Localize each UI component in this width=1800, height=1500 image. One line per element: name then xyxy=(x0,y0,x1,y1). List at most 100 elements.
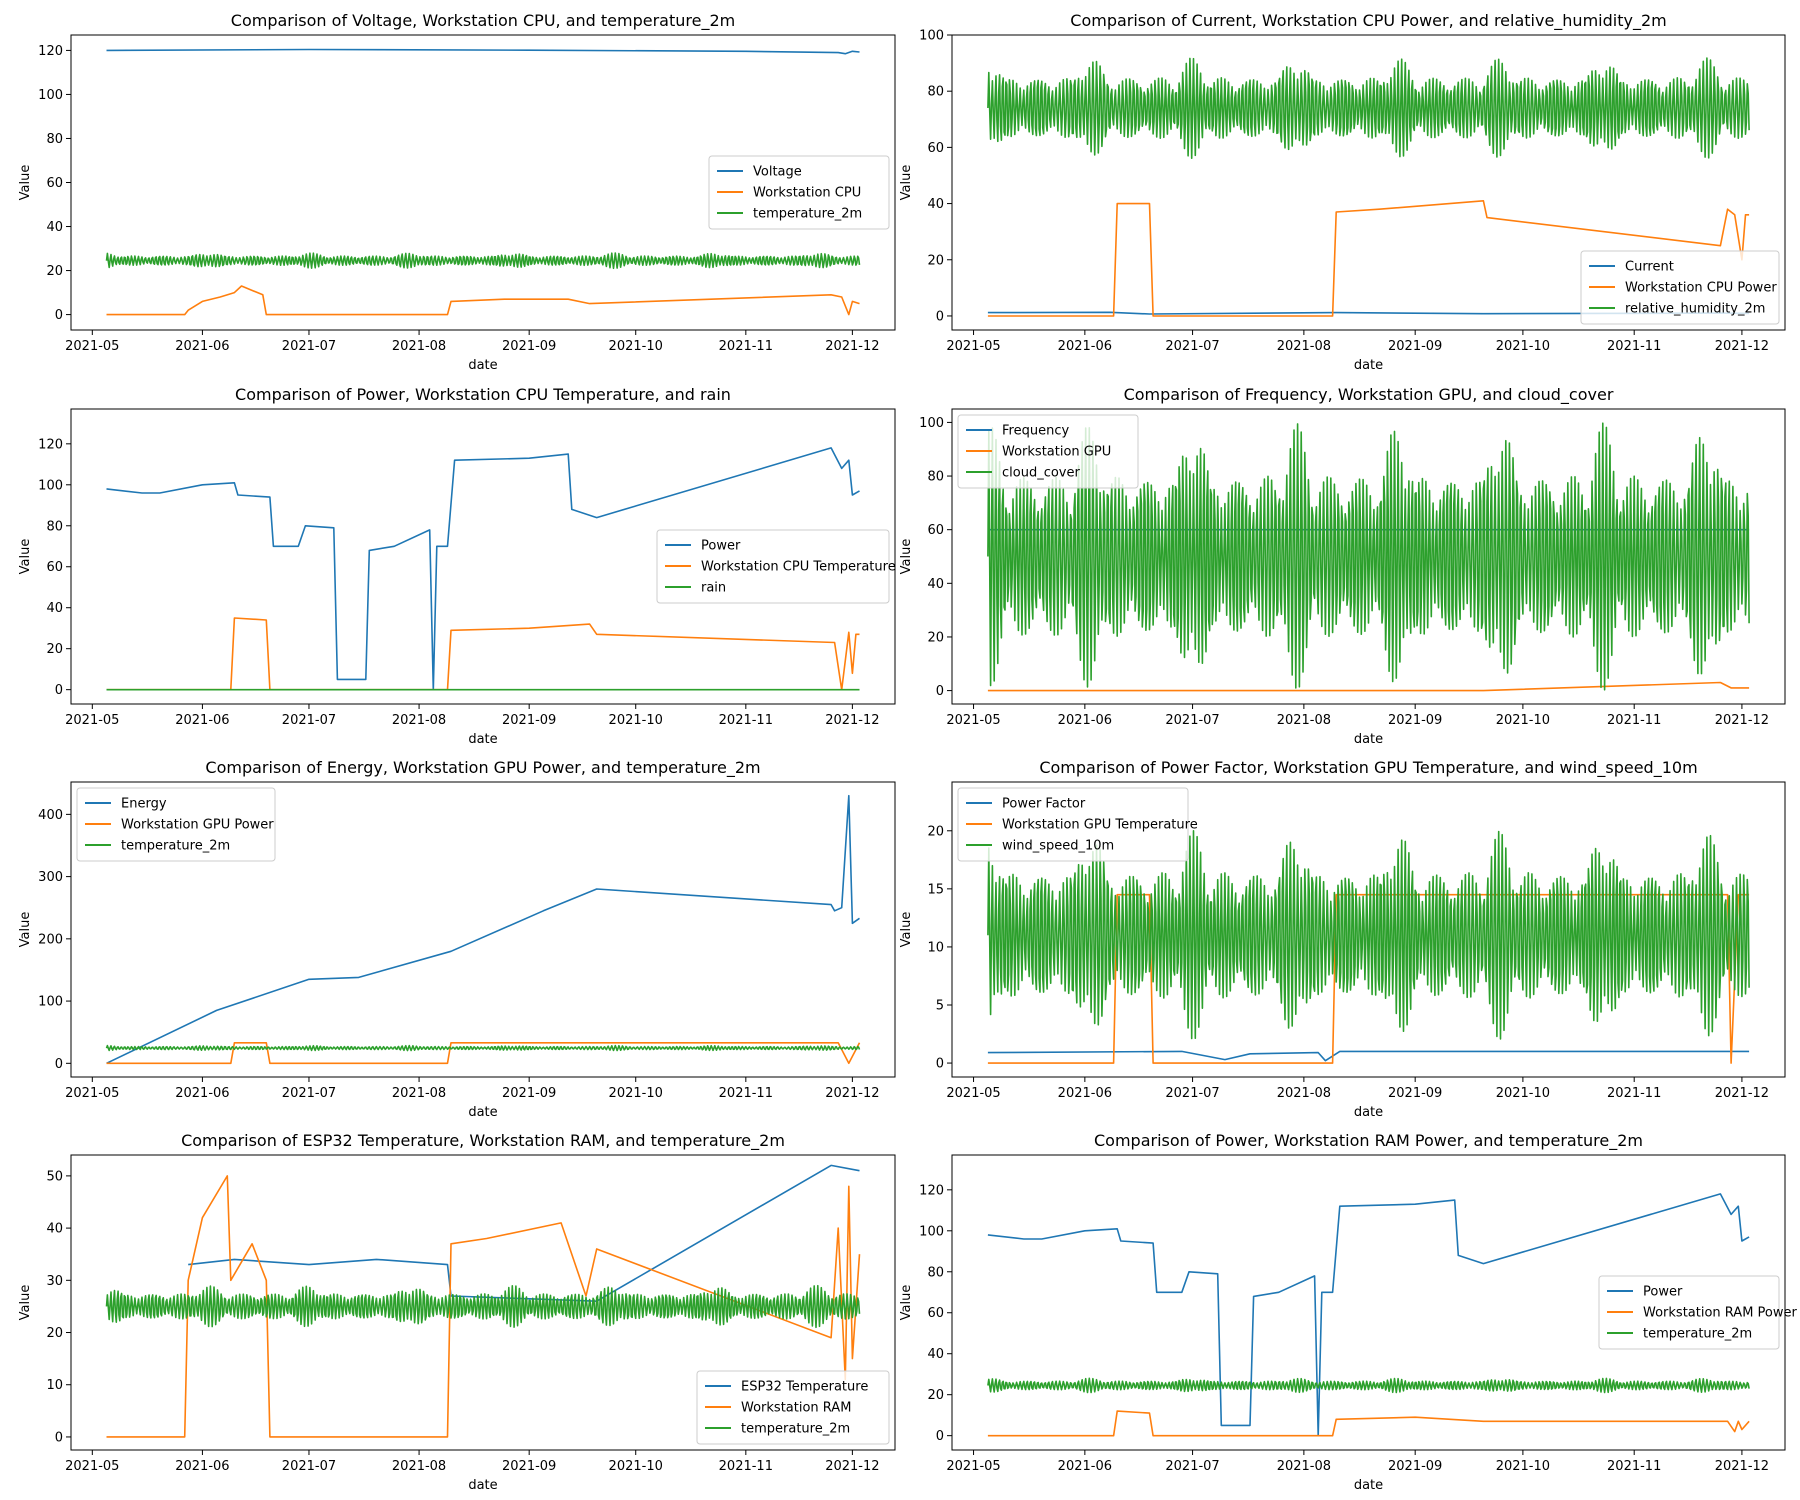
x-tick-label: 2021-12 xyxy=(1715,339,1769,354)
y-tick-label: 80 xyxy=(46,132,63,147)
y-tick-label: 10 xyxy=(927,940,944,955)
x-axis-label: date xyxy=(468,1478,497,1493)
x-tick-label: 2021-07 xyxy=(1165,1086,1219,1101)
legend-label: Power Factor xyxy=(1002,797,1086,812)
x-axis-label: date xyxy=(468,1105,497,1120)
series-line-workstation-cpu xyxy=(106,285,860,316)
y-tick-label: 200 xyxy=(38,932,63,947)
series-line-workstation-ram xyxy=(106,1175,861,1438)
x-tick-label: 2021-07 xyxy=(282,713,336,728)
x-tick-label: 2021-08 xyxy=(1277,1086,1331,1101)
legend-label: ESP32 Temperature xyxy=(741,1380,868,1395)
y-axis-label: Value xyxy=(899,539,914,575)
x-tick-label: 2021-08 xyxy=(392,713,446,728)
x-tick-label: 2021-06 xyxy=(1058,339,1112,354)
x-tick-label: 2021-06 xyxy=(1058,1086,1112,1101)
x-tick-label: 2021-07 xyxy=(1165,713,1219,728)
y-tick-label: 0 xyxy=(55,1430,63,1445)
x-tick-label: 2021-06 xyxy=(175,1459,229,1474)
x-tick-label: 2021-11 xyxy=(1607,1459,1661,1474)
plot-area xyxy=(987,830,1750,1064)
y-tick-label: 100 xyxy=(919,1224,944,1239)
x-tick-label: 2021-10 xyxy=(609,1459,663,1474)
subplot-4: Comparison of Frequency, Workstation GPU… xyxy=(899,385,1786,747)
axes-frame xyxy=(951,408,1786,705)
legend-frame xyxy=(957,787,1189,862)
legend-label: temperature_2m xyxy=(121,839,230,854)
y-axis-label: Value xyxy=(18,165,33,201)
subplot-title: Comparison of Power, Workstation CPU Tem… xyxy=(235,385,731,404)
x-tick-label: 2021-12 xyxy=(825,339,879,354)
x-tick-label: 2021-11 xyxy=(1607,713,1661,728)
y-tick-label: 5 xyxy=(936,998,944,1013)
y-tick-label: 0 xyxy=(55,308,63,323)
series-line-power xyxy=(106,447,860,691)
x-tick-label: 2021-08 xyxy=(392,339,446,354)
x-tick-label: 2021-05 xyxy=(65,713,119,728)
subplot-3: Comparison of Power, Workstation CPU Tem… xyxy=(18,385,896,747)
x-tick-label: 2021-07 xyxy=(282,1459,336,1474)
y-tick-label: 0 xyxy=(936,1429,944,1444)
plot-area xyxy=(106,447,860,691)
axes-frame xyxy=(70,34,896,331)
x-tick-label: 2021-06 xyxy=(175,339,229,354)
y-axis-label: Value xyxy=(899,912,914,948)
x-tick-label: 2021-05 xyxy=(65,1459,119,1474)
plot-area xyxy=(987,422,1750,692)
y-tick-label: 20 xyxy=(927,1388,944,1403)
series-line-energy xyxy=(106,794,860,1065)
x-tick-label: 2021-10 xyxy=(1496,339,1550,354)
x-tick-label: 2021-08 xyxy=(392,1459,446,1474)
legend-label: Workstation RAM xyxy=(741,1401,851,1416)
y-tick-label: 100 xyxy=(919,416,944,431)
y-tick-label: 80 xyxy=(927,85,944,100)
x-axis-label: date xyxy=(1354,1478,1383,1493)
legend-label: temperature_2m xyxy=(1643,1327,1752,1342)
y-axis-label: Value xyxy=(899,165,914,201)
x-tick-label: 2021-11 xyxy=(719,339,773,354)
series-line-temperature-2m xyxy=(105,252,861,270)
legend: Frequency Workstation GPU cloud_cover xyxy=(957,414,1139,489)
x-tick-label: 2021-05 xyxy=(65,1086,119,1101)
legend-frame xyxy=(708,155,890,230)
series-line-workstation-gpu xyxy=(987,681,1750,692)
series-line-relative-humidity-2m xyxy=(987,57,1750,159)
legend-label: Power xyxy=(1643,1285,1683,1300)
legend-label: Workstation CPU Temperature xyxy=(701,560,896,575)
legend-frame xyxy=(957,414,1139,489)
x-tick-label: 2021-11 xyxy=(719,1459,773,1474)
y-tick-label: 0 xyxy=(936,1057,944,1072)
x-tick-label: 2021-07 xyxy=(1165,339,1219,354)
series-line-power xyxy=(987,1193,1750,1437)
series-line-workstation-gpu-power xyxy=(106,1042,861,1065)
x-axis-label: date xyxy=(1354,358,1383,373)
y-tick-label: 60 xyxy=(927,523,944,538)
legend: Power Workstation RAM Power temperature_2m xyxy=(1598,1275,1797,1350)
x-tick-label: 2021-08 xyxy=(392,1086,446,1101)
y-tick-label: 80 xyxy=(927,1265,944,1280)
series-line-temperature-2m xyxy=(105,1284,861,1329)
axes-frame xyxy=(951,34,1786,331)
x-tick-label: 2021-11 xyxy=(1607,1086,1661,1101)
x-tick-label: 2021-12 xyxy=(1715,1459,1769,1474)
y-tick-label: 100 xyxy=(38,995,63,1010)
x-tick-label: 2021-10 xyxy=(609,339,663,354)
series-line-esp32-temperature xyxy=(188,1164,860,1302)
y-tick-label: 20 xyxy=(46,264,63,279)
series-line-cloud-cover xyxy=(987,422,1750,691)
legend-frame xyxy=(1598,1275,1780,1350)
x-tick-label: 2021-10 xyxy=(1496,713,1550,728)
y-tick-label: 100 xyxy=(919,29,944,44)
legend-label: Workstation GPU Temperature xyxy=(1002,818,1198,833)
legend-label: Workstation CPU Power xyxy=(1625,281,1777,296)
x-tick-label: 2021-11 xyxy=(719,713,773,728)
x-tick-label: 2021-07 xyxy=(282,1086,336,1101)
x-tick-label: 2021-11 xyxy=(719,1086,773,1101)
subplot-title: Comparison of Power, Workstation RAM Pow… xyxy=(1094,1131,1643,1151)
legend-label: wind_speed_10m xyxy=(1002,839,1114,854)
subplot-2: Comparison of Current, Workstation CPU P… xyxy=(899,11,1786,373)
y-tick-label: 0 xyxy=(936,309,944,324)
legend-label: rain xyxy=(701,581,726,596)
x-tick-label: 2021-05 xyxy=(946,1459,1000,1474)
y-axis-label: Value xyxy=(899,1285,914,1321)
